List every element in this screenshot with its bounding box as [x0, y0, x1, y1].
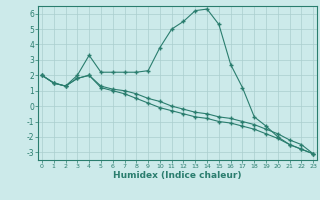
X-axis label: Humidex (Indice chaleur): Humidex (Indice chaleur): [113, 171, 242, 180]
